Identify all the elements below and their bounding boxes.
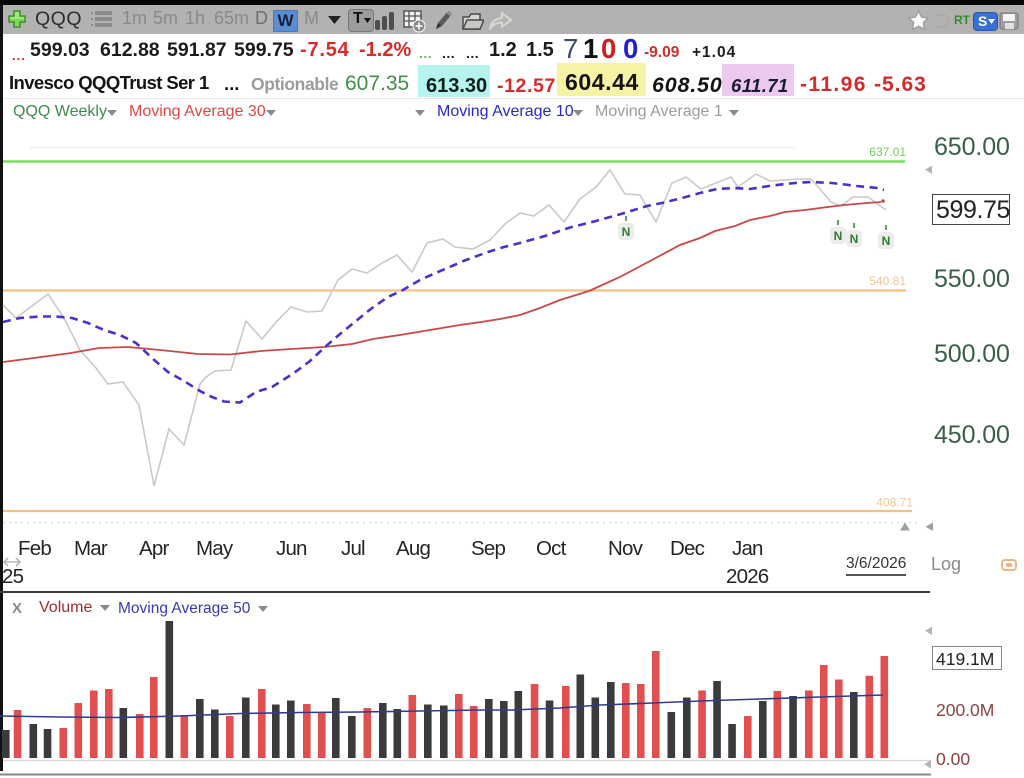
- svg-text:N: N: [850, 232, 859, 246]
- svg-text:408.71: 408.71: [876, 496, 913, 510]
- svg-text:637.01: 637.01: [869, 145, 906, 159]
- svg-text:N: N: [834, 229, 843, 243]
- svg-text:N: N: [882, 234, 891, 248]
- svg-text:540.81: 540.81: [869, 274, 906, 288]
- svg-text:N: N: [622, 225, 631, 239]
